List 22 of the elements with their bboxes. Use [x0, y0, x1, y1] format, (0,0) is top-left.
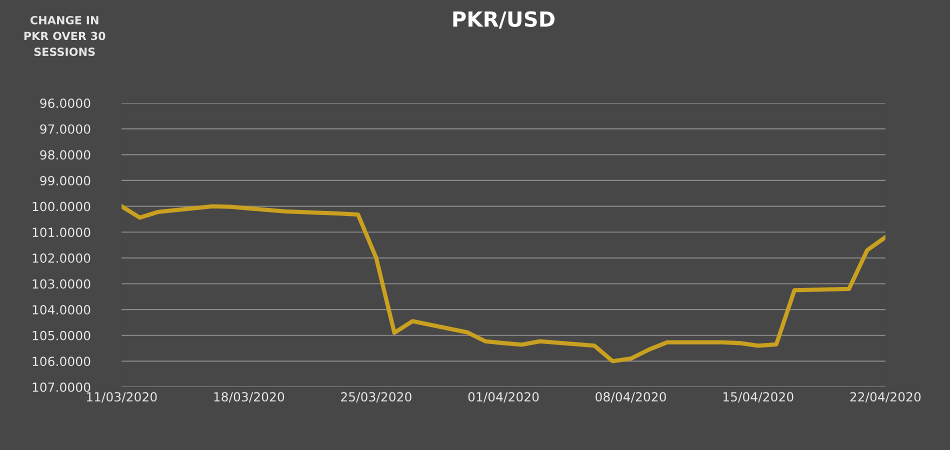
x-tick-label: 18/03/2020 — [214, 392, 284, 403]
y-tick-label: 97.0000 — [40, 124, 90, 134]
y-tick-label: 107.0000 — [32, 382, 90, 392]
y-tick-label: 106.0000 — [32, 356, 90, 366]
y-tick-label: 101.0000 — [32, 228, 90, 238]
x-tick-label: 01/04/2020 — [468, 392, 539, 403]
y-tick-label: 98.0000 — [40, 150, 90, 160]
y-tick-label: 102.0000 — [32, 253, 90, 263]
y-tick-label: 100.0000 — [32, 202, 90, 212]
text: CHANGE IN PKR OVER 30 SESSIONS — [24, 16, 106, 56]
line-series — [122, 204, 886, 364]
x-tick-label: 22/04/2020 — [850, 392, 921, 403]
y-tick-label: 96.0000 — [40, 98, 90, 108]
x-tick-label: 25/03/2020 — [341, 392, 412, 403]
y-tick-label: 105.0000 — [32, 330, 90, 340]
chart-title: PKR/USD — [453, 11, 555, 29]
x-tick-label: 08/04/2020 — [596, 392, 666, 403]
y-tick-label: 104.0000 — [32, 305, 90, 314]
y-tick-label: 99.0000 — [40, 176, 90, 186]
x-tick-label: 15/04/2020 — [723, 392, 794, 403]
x-tick-label: 11/03/2020 — [86, 392, 157, 403]
y-tick-label: 103.0000 — [32, 279, 90, 289]
